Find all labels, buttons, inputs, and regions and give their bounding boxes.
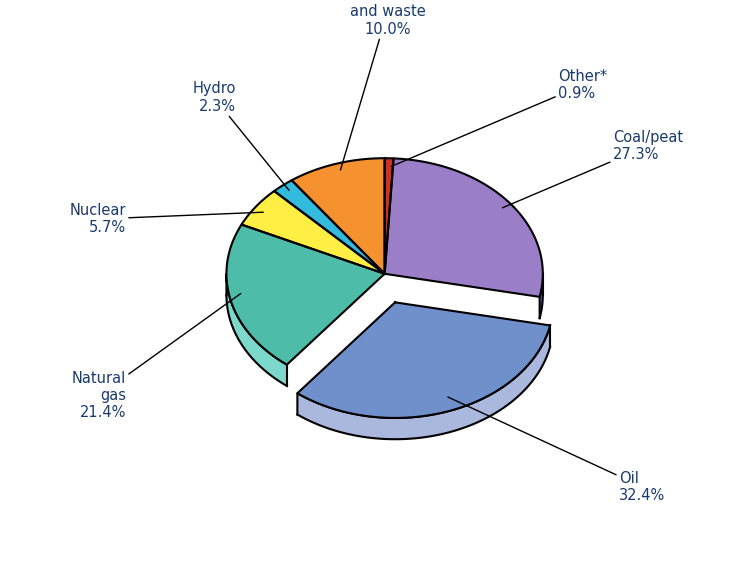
Polygon shape bbox=[385, 158, 394, 274]
Polygon shape bbox=[227, 225, 385, 365]
Text: Nuclear
5.7%: Nuclear 5.7% bbox=[70, 203, 264, 235]
Polygon shape bbox=[227, 274, 287, 386]
Text: Coal/peat
27.3%: Coal/peat 27.3% bbox=[502, 130, 683, 208]
Polygon shape bbox=[274, 180, 385, 274]
Polygon shape bbox=[291, 158, 385, 274]
Text: Other*
0.9%: Other* 0.9% bbox=[391, 69, 608, 166]
Polygon shape bbox=[242, 191, 385, 274]
Text: Biofuels
and waste
10.0%: Biofuels and waste 10.0% bbox=[340, 0, 426, 170]
Polygon shape bbox=[540, 274, 543, 318]
Text: Oil
32.4%: Oil 32.4% bbox=[448, 397, 665, 503]
Polygon shape bbox=[297, 302, 550, 418]
Text: Natural
gas
21.4%: Natural gas 21.4% bbox=[72, 294, 241, 420]
Text: Hydro
2.3%: Hydro 2.3% bbox=[192, 81, 289, 190]
Polygon shape bbox=[385, 158, 543, 297]
Polygon shape bbox=[297, 325, 550, 439]
